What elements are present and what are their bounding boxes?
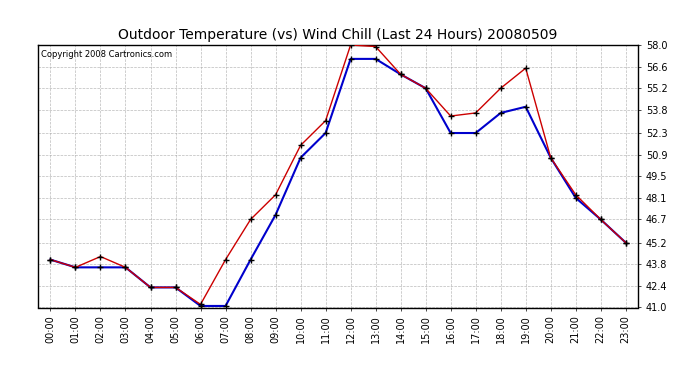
Title: Outdoor Temperature (vs) Wind Chill (Last 24 Hours) 20080509: Outdoor Temperature (vs) Wind Chill (Las… xyxy=(119,28,558,42)
Text: Copyright 2008 Cartronics.com: Copyright 2008 Cartronics.com xyxy=(41,50,172,59)
